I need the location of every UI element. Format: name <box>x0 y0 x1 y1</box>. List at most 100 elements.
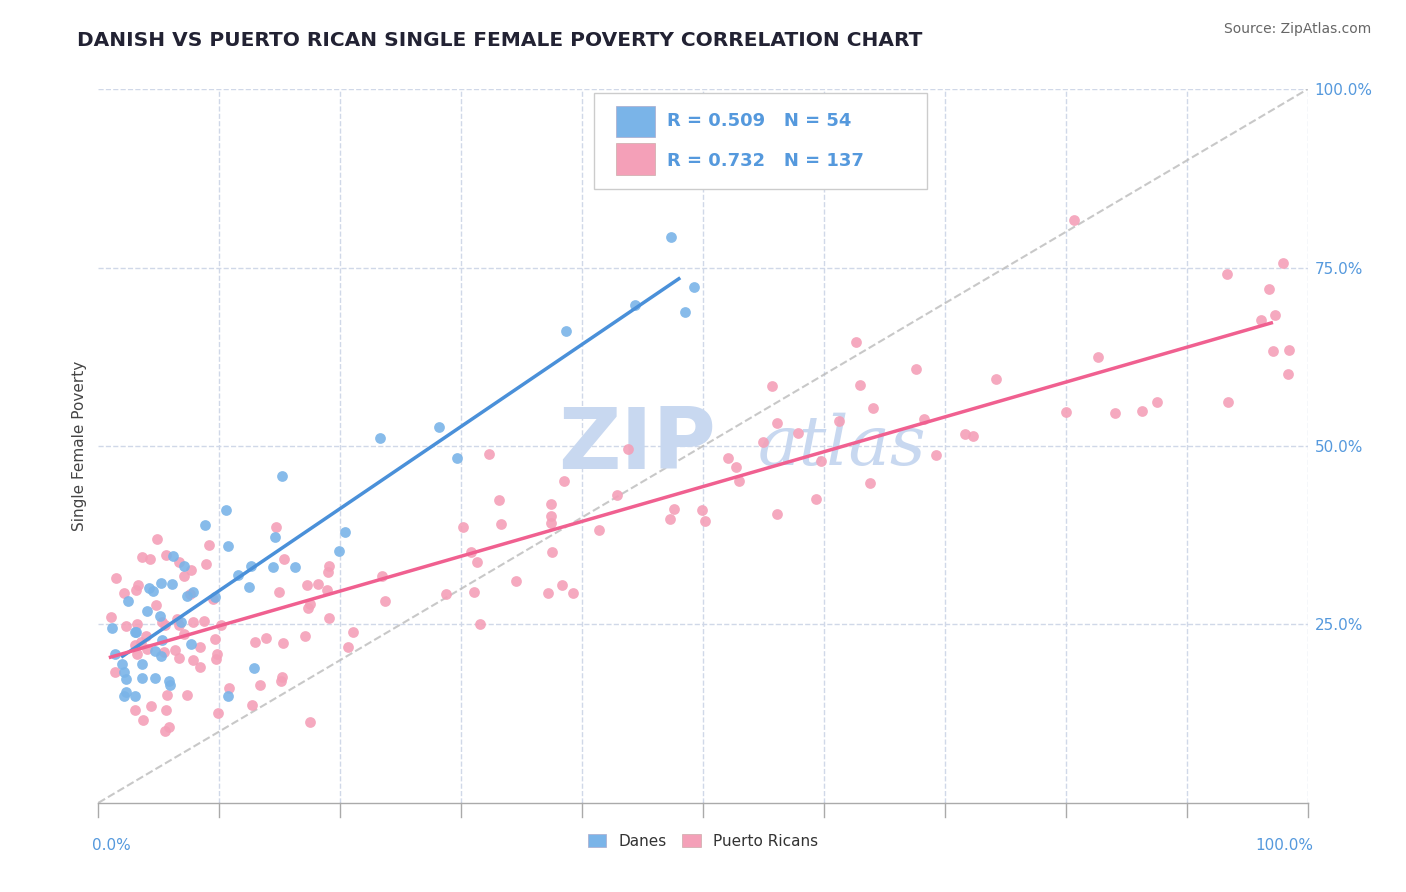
Point <box>434 587 457 601</box>
Point <box>112 586 135 600</box>
Point <box>1278 343 1301 357</box>
Point <box>318 565 340 579</box>
Point <box>100 610 122 624</box>
Point <box>1277 367 1299 381</box>
Point <box>299 597 322 611</box>
Point <box>103 665 125 679</box>
Point <box>550 578 572 592</box>
Point <box>169 555 191 569</box>
Point <box>728 475 751 489</box>
Point <box>659 230 682 244</box>
Point <box>117 594 139 608</box>
Point <box>183 615 205 629</box>
Point <box>478 447 501 461</box>
Point <box>294 629 316 643</box>
Point <box>214 503 236 517</box>
Point <box>463 585 485 599</box>
Point <box>188 640 211 654</box>
Point <box>953 427 976 442</box>
Point <box>176 688 198 702</box>
Point <box>169 651 191 665</box>
Y-axis label: Single Female Poverty: Single Female Poverty <box>72 361 87 531</box>
Point <box>159 678 181 692</box>
Point <box>271 469 294 483</box>
Point <box>859 475 882 490</box>
Point <box>333 524 356 539</box>
Point <box>152 645 174 659</box>
Point <box>328 544 350 558</box>
Point <box>1063 213 1085 227</box>
Point <box>217 539 239 553</box>
Point <box>150 615 173 629</box>
Point <box>179 563 201 577</box>
Point <box>145 644 167 658</box>
Point <box>717 450 740 465</box>
Point <box>1104 406 1126 420</box>
Point <box>240 698 263 713</box>
Point <box>173 627 195 641</box>
Point <box>427 419 450 434</box>
Point <box>1257 282 1279 296</box>
Point <box>284 560 307 574</box>
Point <box>101 621 124 635</box>
Point <box>139 552 162 566</box>
Text: Source: ZipAtlas.com: Source: ZipAtlas.com <box>1223 22 1371 37</box>
Point <box>962 428 984 442</box>
Point <box>267 585 290 599</box>
Point <box>104 647 127 661</box>
Point <box>295 577 318 591</box>
Point <box>207 706 229 721</box>
Point <box>845 334 868 349</box>
Point <box>143 671 166 685</box>
Point <box>179 587 201 601</box>
Point <box>131 657 153 672</box>
FancyBboxPatch shape <box>616 105 655 137</box>
Text: R = 0.509   N = 54: R = 0.509 N = 54 <box>666 112 851 130</box>
Point <box>318 611 340 625</box>
Point <box>170 615 193 629</box>
Point <box>489 517 512 532</box>
Point <box>682 279 704 293</box>
Point <box>488 493 510 508</box>
Point <box>553 474 575 488</box>
Point <box>271 636 294 650</box>
Point <box>162 576 184 591</box>
Point <box>662 502 685 516</box>
Point <box>588 524 610 538</box>
Text: DANISH VS PUERTO RICAN SINGLE FEMALE POVERTY CORRELATION CHART: DANISH VS PUERTO RICAN SINGLE FEMALE POV… <box>77 31 922 50</box>
Point <box>173 569 195 583</box>
Point <box>342 624 364 639</box>
Point <box>176 589 198 603</box>
Point <box>138 582 160 596</box>
Point <box>135 629 157 643</box>
Point <box>153 724 176 739</box>
Point <box>446 450 468 465</box>
Point <box>540 508 562 523</box>
Point <box>297 600 319 615</box>
Point <box>129 635 152 649</box>
Point <box>470 616 492 631</box>
Point <box>658 512 681 526</box>
Point <box>180 637 202 651</box>
Point <box>155 703 177 717</box>
Point <box>905 362 928 376</box>
Point <box>112 689 135 703</box>
Point <box>751 435 773 450</box>
Point <box>925 448 948 462</box>
Point <box>371 569 394 583</box>
Point <box>202 591 225 606</box>
Point <box>786 425 808 440</box>
Point <box>616 442 638 456</box>
Point <box>115 672 138 686</box>
Point <box>205 652 228 666</box>
Point <box>1271 256 1294 270</box>
Point <box>765 416 787 430</box>
Point <box>299 715 322 730</box>
Point <box>132 714 155 728</box>
Point <box>124 704 146 718</box>
Point <box>204 632 226 647</box>
Point <box>766 507 789 521</box>
Point <box>127 578 149 592</box>
Point <box>690 503 713 517</box>
Point <box>465 554 488 568</box>
